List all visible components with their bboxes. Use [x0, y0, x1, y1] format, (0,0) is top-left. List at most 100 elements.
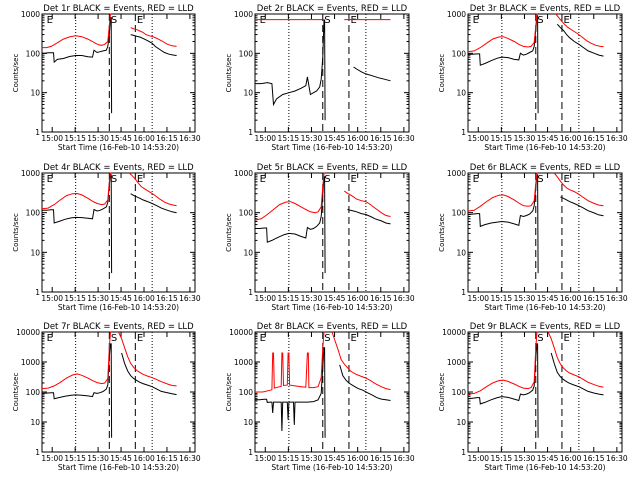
- y-tick-label: 100: [26, 209, 41, 218]
- y-tick-label: 10: [456, 248, 466, 257]
- series-line-lld: [42, 13, 112, 49]
- panel-det-5: Det 5r BLACK = Events, RED = LLD 1 10 100 10…: [225, 163, 415, 312]
- series-line-events: [255, 347, 326, 438]
- x-tick-label: 15:30: [301, 454, 323, 463]
- y-tick-label: 10: [30, 418, 40, 427]
- x-tick-label: 16:00: [133, 294, 155, 303]
- series-line-events: [560, 196, 604, 217]
- x-tick-label: 16:00: [347, 134, 369, 143]
- x-tick-label: 16:00: [133, 134, 155, 143]
- x-tick-label: 16:30: [606, 134, 628, 143]
- series-line-lld: [41, 331, 112, 390]
- y-tick-label: 1000: [21, 10, 40, 19]
- panel-det-1: Det 1r BLACK = Events, RED = LLD 1 10 100 10…: [12, 4, 201, 152]
- series-line-lld: [467, 172, 538, 212]
- y-tick-label: 1: [461, 448, 466, 457]
- x-tick-label: 16:30: [179, 134, 201, 143]
- series-line-events: [467, 343, 539, 438]
- marker-label: S: [324, 174, 330, 185]
- y-tick-label: 1: [248, 128, 253, 137]
- x-tick-label: 15:00: [41, 454, 63, 463]
- x-tick-label: 15:00: [41, 294, 63, 303]
- panel-det-9: Det 9r BLACK = Events, RED = LLD 1 10 100 10…: [438, 322, 628, 472]
- marker-label: E: [350, 15, 356, 26]
- marker-label: E: [47, 174, 53, 185]
- x-axis-label: Start Time (16-Feb-10 14:53:20): [271, 463, 392, 472]
- marker-label: E: [47, 333, 53, 344]
- y-tick-label: 100: [239, 209, 254, 218]
- x-tick-label: 15:30: [301, 134, 323, 143]
- series-line-lld: [41, 172, 112, 210]
- x-tick-label: 15:00: [254, 454, 276, 463]
- marker-label: S: [324, 15, 330, 26]
- y-axis-label: Counts/sec: [225, 213, 233, 252]
- y-tick-label: 1: [35, 448, 40, 457]
- x-tick-label: 15:45: [537, 294, 559, 303]
- x-tick-label: 15:30: [514, 294, 536, 303]
- chart-title: Det 6r BLACK = Events, RED = LLD: [470, 163, 621, 173]
- y-tick-label: 1: [248, 288, 253, 297]
- x-tick-label: 15:45: [324, 294, 346, 303]
- panel-det-3: Det 3r BLACK = Events, RED = LLD 1 10 100 10…: [438, 4, 628, 152]
- x-tick-label: 16:15: [583, 294, 605, 303]
- series-line-events: [130, 193, 177, 214]
- panel-det-6: Det 6r BLACK = Events, RED = LLD 1 10 100 10…: [438, 163, 628, 312]
- y-tick-label: 1000: [234, 169, 253, 178]
- y-tick-label: 10: [456, 89, 466, 98]
- series-line-events: [467, 174, 539, 274]
- x-tick-label: 15:15: [491, 134, 513, 143]
- marker-label: E: [563, 174, 569, 185]
- x-tick-label: 16:30: [179, 294, 201, 303]
- x-tick-label: 15:00: [467, 294, 489, 303]
- x-tick-label: 16:00: [347, 294, 369, 303]
- chart-title: Det 8r BLACK = Events, RED = LLD: [257, 322, 408, 332]
- series-line-events: [339, 364, 391, 401]
- series-line-events: [255, 19, 326, 121]
- plot-frame: [467, 331, 623, 453]
- y-tick-label: 1: [461, 288, 466, 297]
- plot-frame: [41, 13, 196, 133]
- x-tick-label: 15:00: [467, 454, 489, 463]
- y-tick-label: 1: [461, 128, 466, 137]
- series-line-events: [347, 209, 391, 225]
- x-tick-label: 15:45: [324, 454, 346, 463]
- y-tick-label: 10: [456, 418, 466, 427]
- x-tick-label: 16:15: [370, 134, 392, 143]
- x-tick-label: 16:00: [133, 454, 155, 463]
- y-axis-label: Counts/sec: [12, 213, 20, 252]
- marker-label: E: [563, 15, 569, 26]
- series-line-lld: [553, 172, 604, 207]
- x-axis-label: Start Time (16-Feb-10 14:53:20): [271, 303, 392, 312]
- chart-title: Det 4r BLACK = Events, RED = LLD: [43, 163, 194, 173]
- panel-det-7: Det 7r BLACK = Events, RED = LLD 1 10 100 10…: [12, 322, 201, 472]
- panel-det-8: Det 8r BLACK = Events, RED = LLD 1 10 100 10…: [225, 322, 415, 472]
- panel-det-2: Det 2r BLACK = Events, RED = LLD 1 10 100 10…: [225, 4, 415, 152]
- plot-frame: [254, 331, 410, 453]
- series-line-events: [41, 343, 113, 438]
- x-tick-label: 16:15: [370, 294, 392, 303]
- plot-frame: [467, 172, 623, 293]
- y-axis-label: Counts/sec: [438, 373, 446, 412]
- x-tick-label: 15:45: [324, 134, 346, 143]
- y-tick-label: 100: [452, 209, 467, 218]
- marker-label: E: [260, 15, 266, 26]
- x-tick-label: 15:15: [64, 454, 86, 463]
- y-tick-label: 1000: [21, 358, 40, 367]
- series-line-events: [468, 15, 539, 114]
- y-tick-label: 10: [243, 418, 253, 427]
- y-tick-label: 1000: [21, 169, 40, 178]
- x-axis-label: Start Time (16-Feb-10 14:53:20): [484, 463, 605, 472]
- x-tick-label: 16:30: [393, 294, 415, 303]
- marker-label: E: [260, 174, 266, 185]
- y-tick-label: 1: [248, 448, 253, 457]
- chart-title: Det 5r BLACK = Events, RED = LLD: [257, 163, 408, 173]
- plot-frame: [467, 13, 623, 133]
- marker-label: E: [473, 174, 479, 185]
- y-tick-label: 1000: [447, 10, 466, 19]
- x-tick-label: 16:30: [393, 454, 415, 463]
- y-tick-label: 10000: [16, 328, 40, 337]
- y-tick-label: 10: [30, 248, 40, 257]
- x-axis-label: Start Time (16-Feb-10 14:53:20): [271, 143, 392, 152]
- plot-frame: [254, 172, 410, 293]
- y-axis-label: Counts/sec: [225, 54, 233, 93]
